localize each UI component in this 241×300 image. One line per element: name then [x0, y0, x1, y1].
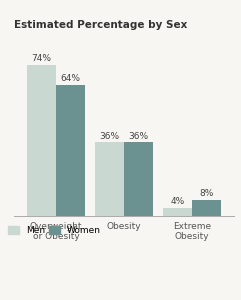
Legend: Men, Women: Men, Women [8, 226, 101, 235]
Text: 8%: 8% [200, 189, 214, 198]
Text: 64%: 64% [61, 74, 81, 83]
Bar [95, 142, 124, 216]
Bar [56, 85, 86, 216]
Bar [27, 64, 56, 216]
Bar [192, 200, 221, 216]
Text: 36%: 36% [129, 132, 149, 141]
Text: 4%: 4% [170, 197, 185, 206]
Bar [163, 208, 192, 216]
Bar [124, 142, 153, 216]
Text: 36%: 36% [100, 132, 120, 141]
Text: 74%: 74% [32, 54, 52, 63]
Text: Estimated Percentage by Sex: Estimated Percentage by Sex [14, 20, 188, 30]
